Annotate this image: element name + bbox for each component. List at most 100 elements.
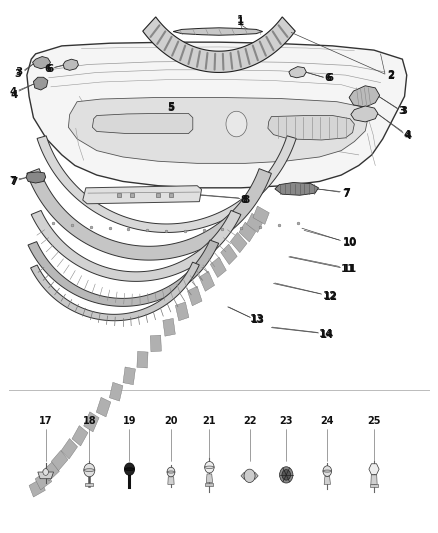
Text: 19: 19 bbox=[123, 416, 136, 426]
Ellipse shape bbox=[124, 468, 134, 471]
Polygon shape bbox=[42, 461, 59, 481]
Polygon shape bbox=[92, 114, 193, 134]
Text: 1: 1 bbox=[237, 15, 244, 26]
Polygon shape bbox=[205, 482, 213, 487]
Polygon shape bbox=[123, 367, 135, 385]
Polygon shape bbox=[61, 439, 78, 459]
Circle shape bbox=[279, 467, 293, 483]
Text: 6: 6 bbox=[44, 64, 51, 74]
Polygon shape bbox=[371, 475, 377, 484]
Text: 8: 8 bbox=[241, 195, 248, 205]
Polygon shape bbox=[239, 222, 256, 242]
Polygon shape bbox=[32, 56, 50, 69]
Circle shape bbox=[124, 463, 134, 475]
Text: 17: 17 bbox=[39, 416, 53, 426]
Polygon shape bbox=[253, 206, 269, 224]
Polygon shape bbox=[63, 59, 78, 70]
Polygon shape bbox=[230, 232, 247, 253]
Text: 5: 5 bbox=[167, 102, 175, 112]
Text: 3: 3 bbox=[15, 69, 21, 78]
Polygon shape bbox=[369, 464, 379, 474]
Polygon shape bbox=[173, 28, 263, 35]
Text: 3: 3 bbox=[15, 67, 23, 77]
Polygon shape bbox=[275, 182, 318, 195]
Text: 20: 20 bbox=[164, 416, 178, 426]
Polygon shape bbox=[51, 450, 68, 471]
Text: 21: 21 bbox=[203, 416, 216, 426]
Text: 2: 2 bbox=[387, 71, 394, 81]
Polygon shape bbox=[370, 483, 378, 487]
Circle shape bbox=[167, 467, 175, 477]
Polygon shape bbox=[28, 240, 219, 306]
Polygon shape bbox=[163, 318, 175, 336]
Circle shape bbox=[323, 466, 332, 477]
Text: 6: 6 bbox=[326, 74, 333, 83]
Polygon shape bbox=[31, 211, 241, 281]
Polygon shape bbox=[29, 479, 45, 497]
Text: 2: 2 bbox=[387, 70, 394, 80]
Circle shape bbox=[282, 470, 290, 480]
Text: 7: 7 bbox=[10, 177, 18, 187]
Polygon shape bbox=[38, 472, 53, 479]
Polygon shape bbox=[26, 172, 46, 183]
Polygon shape bbox=[27, 168, 272, 260]
Polygon shape bbox=[27, 42, 407, 188]
Polygon shape bbox=[68, 98, 367, 164]
Polygon shape bbox=[254, 472, 258, 480]
Text: 22: 22 bbox=[243, 416, 256, 426]
Text: 11: 11 bbox=[343, 264, 357, 273]
Text: 7: 7 bbox=[342, 189, 349, 199]
Polygon shape bbox=[206, 474, 212, 482]
Circle shape bbox=[226, 111, 247, 137]
Polygon shape bbox=[221, 244, 237, 264]
Text: 6: 6 bbox=[46, 64, 54, 74]
Polygon shape bbox=[168, 477, 174, 484]
Polygon shape bbox=[175, 302, 189, 321]
Text: 11: 11 bbox=[341, 264, 355, 274]
Circle shape bbox=[43, 469, 49, 475]
Polygon shape bbox=[289, 67, 306, 78]
Text: 4: 4 bbox=[403, 130, 410, 140]
Text: 13: 13 bbox=[250, 314, 264, 324]
Polygon shape bbox=[72, 426, 88, 446]
Polygon shape bbox=[37, 136, 296, 232]
Text: 8: 8 bbox=[243, 195, 250, 205]
Polygon shape bbox=[84, 412, 99, 432]
Polygon shape bbox=[247, 213, 263, 232]
Text: 7: 7 bbox=[10, 176, 16, 187]
Text: 10: 10 bbox=[343, 237, 357, 247]
Polygon shape bbox=[349, 86, 380, 107]
Polygon shape bbox=[268, 116, 354, 140]
Polygon shape bbox=[35, 471, 52, 490]
Text: 10: 10 bbox=[343, 238, 357, 247]
Text: 3: 3 bbox=[401, 106, 408, 116]
Polygon shape bbox=[324, 477, 330, 484]
Text: 1: 1 bbox=[237, 17, 244, 27]
Polygon shape bbox=[137, 351, 148, 368]
Polygon shape bbox=[110, 382, 123, 401]
Polygon shape bbox=[85, 482, 93, 487]
Circle shape bbox=[244, 469, 255, 482]
Polygon shape bbox=[143, 17, 295, 72]
Text: 12: 12 bbox=[323, 290, 337, 301]
Text: 14: 14 bbox=[319, 329, 333, 339]
Text: 25: 25 bbox=[367, 416, 381, 426]
Text: 13: 13 bbox=[251, 315, 265, 325]
Text: 14: 14 bbox=[320, 329, 334, 340]
Polygon shape bbox=[199, 271, 215, 292]
Text: 6: 6 bbox=[325, 74, 332, 83]
Text: 23: 23 bbox=[279, 416, 293, 426]
Text: 4: 4 bbox=[9, 86, 17, 96]
Text: 7: 7 bbox=[343, 188, 350, 198]
Text: 5: 5 bbox=[167, 103, 174, 113]
Polygon shape bbox=[150, 335, 161, 352]
Polygon shape bbox=[31, 262, 199, 321]
Polygon shape bbox=[241, 472, 244, 480]
Text: 3: 3 bbox=[399, 106, 406, 116]
Ellipse shape bbox=[323, 470, 332, 472]
Polygon shape bbox=[187, 286, 202, 306]
Ellipse shape bbox=[205, 466, 214, 469]
Text: 4: 4 bbox=[10, 90, 18, 100]
Polygon shape bbox=[210, 257, 226, 278]
Text: 12: 12 bbox=[324, 292, 338, 302]
